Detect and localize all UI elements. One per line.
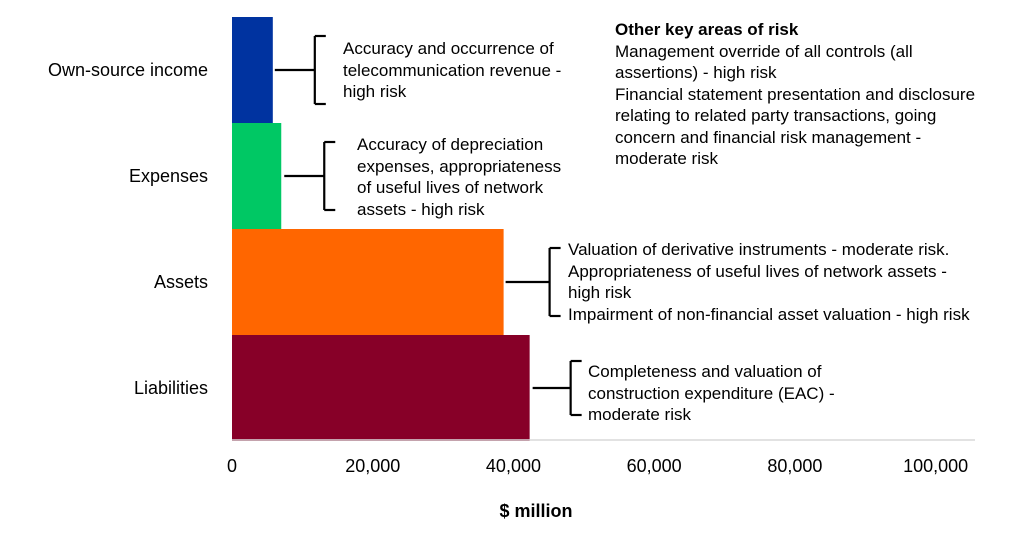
- category-labels: Own-source income Expenses Assets Liabiliti…: [48, 60, 208, 398]
- annotation-line: Accuracy of depreciation: [357, 135, 544, 154]
- annotation-line: of useful lives of network: [357, 178, 544, 197]
- category-label-assets: Assets: [154, 272, 208, 292]
- annotation-expenses: Accuracy of depreciation expenses, approp…: [357, 134, 561, 220]
- annotation-line: assets - high risk: [357, 199, 485, 219]
- bracket-expenses: [284, 140, 336, 212]
- category-label-own-source-income: Own-source income: [48, 60, 208, 80]
- bar-liabilities: [232, 335, 530, 441]
- annotation-line: moderate risk: [588, 405, 691, 424]
- x-tick-label: 20,000: [345, 456, 400, 476]
- bracket-assets: [505, 246, 561, 318]
- x-tick-labels: 0 20,000 40,000 60,000 80,000 100,000: [227, 456, 968, 476]
- annotation-line: Appropriateness of useful lives of netwo…: [568, 261, 947, 281]
- other-key-risks-box: Other key areas of risk Management overr…: [615, 19, 1029, 170]
- category-label-liabilities: Liabilities: [134, 378, 208, 398]
- x-tick-label: 100,000: [903, 456, 968, 476]
- x-tick-label: 60,000: [627, 456, 682, 476]
- bar-assets: [232, 229, 504, 335]
- bracket-liabilities: [532, 359, 582, 417]
- x-tick-label: 80,000: [767, 456, 822, 476]
- category-label-expenses: Expenses: [129, 166, 208, 186]
- other-risks-line: assertions) - high risk: [615, 63, 777, 82]
- annotation-line: construction expenditure (EAC) -: [588, 383, 835, 403]
- annotation-line: expenses, appropriateness: [357, 156, 562, 176]
- x-tick-label: 40,000: [486, 456, 541, 476]
- other-risks-line: Management override of all controls (all: [615, 41, 913, 61]
- other-risks-line: concern and financial risk management -: [615, 127, 922, 147]
- x-axis-title: $ million: [499, 501, 572, 521]
- other-risks-line: relating to related party transactions, …: [615, 106, 937, 125]
- bracket-own-source-income: [274, 34, 326, 106]
- annotation-line: Impairment of non-financial asset valuat…: [568, 304, 970, 324]
- annotation-line: telecommunication revenue -: [343, 60, 562, 80]
- bar-expenses: [232, 123, 282, 229]
- bar-own-source-income: [232, 17, 273, 123]
- x-tick-label: 0: [227, 456, 237, 476]
- annotation-line: Completeness and valuation of: [588, 362, 822, 381]
- annotation-line: Valuation of derivative instruments - mo…: [568, 240, 950, 259]
- annotation-liabilities: Completeness and valuation of constructio…: [588, 361, 835, 426]
- other-risks-line: Financial statement presentation and dis…: [615, 84, 976, 104]
- other-risks-line: moderate risk: [615, 149, 718, 168]
- bars-group: [232, 17, 530, 441]
- other-risks-lines: Management override of all controls (all…: [615, 41, 1029, 170]
- annotation-assets: Valuation of derivative instruments - mo…: [568, 239, 970, 325]
- other-risks-title: Other key areas of risk: [615, 20, 799, 39]
- annotation-line: high risk: [568, 283, 632, 302]
- annotation-own-source-income: Accuracy and occurrence of telecommunicat…: [343, 38, 561, 103]
- annotation-brackets: [274, 34, 582, 417]
- annotation-line: high risk: [343, 82, 407, 101]
- annotation-line: Accuracy and occurrence of: [343, 39, 554, 58]
